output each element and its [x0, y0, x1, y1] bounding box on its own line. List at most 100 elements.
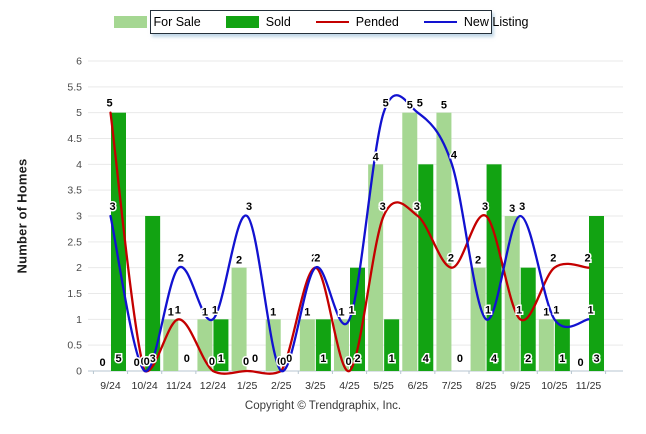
label-for-sale: 0 [134, 357, 140, 369]
label-sold: 0 [252, 353, 258, 365]
bar-for-sale [436, 112, 452, 371]
chart-legend: For Sale Sold Pended New Listing [113, 10, 529, 34]
label-sold: 1 [389, 353, 395, 365]
bar-sold [520, 267, 536, 371]
x-tick-label: 9/25 [510, 380, 531, 392]
y-tick-label: 3 [76, 210, 82, 222]
bar-for-sale [538, 319, 554, 371]
label-sold: 2 [525, 353, 531, 365]
x-tick-label: 3/25 [305, 380, 326, 392]
label-pended: 1 [175, 304, 181, 316]
new-listing-line [109, 94, 590, 373]
x-tick-label: 11/25 [576, 380, 602, 392]
label-new-listing: 5 [383, 98, 389, 110]
bar-sold [554, 319, 570, 371]
label-for-sale: 3 [509, 203, 515, 215]
y-tick-label: 3.5 [67, 185, 82, 197]
new-listing-line-swatch [423, 20, 457, 24]
legend-label: New Listing [463, 15, 529, 29]
copyright-text: Copyright © Trendgraphix, Inc. [244, 400, 402, 412]
label-new-listing: 3 [246, 201, 252, 213]
x-tick-label: 1/25 [237, 380, 258, 392]
y-tick-label: 4 [76, 159, 82, 171]
y-tick-label: 2 [76, 262, 82, 274]
label-pended: 3 [482, 201, 488, 213]
label-new-listing: 2 [314, 253, 320, 265]
y-tick-label: 5 [76, 107, 82, 119]
label-for-sale: 5 [407, 100, 413, 112]
label-for-sale: 1 [304, 306, 310, 318]
label-sold: 1 [320, 353, 326, 365]
label-for-sale: 4 [373, 151, 380, 163]
label-pended: 0 [277, 356, 283, 368]
y-tick-label: 0.5 [67, 340, 82, 352]
bar-for-sale [231, 267, 247, 371]
label-pended: 2 [448, 253, 454, 265]
x-tick-label: 6/25 [408, 380, 429, 392]
bar-for-sale [334, 319, 350, 371]
bar-for-sale [368, 164, 384, 371]
for-sale-swatch [113, 16, 147, 28]
label-for-sale: 1 [168, 306, 174, 318]
label-new-listing: 1 [553, 304, 559, 316]
y-tick-label: 6 [76, 55, 82, 67]
bar-sold [418, 164, 434, 371]
legend-label: Pended [355, 15, 399, 29]
label-sold: 0 [457, 353, 463, 365]
label-new-listing: 3 [109, 201, 115, 213]
y-tick-label: 1.5 [67, 288, 82, 300]
label-pended: 5 [106, 98, 112, 110]
label-pended: 2 [550, 253, 556, 265]
y-tick-label: 2.5 [67, 236, 82, 248]
legend-item-new-listing: New Listing [423, 15, 529, 29]
bar-sold [384, 319, 400, 371]
label-pended: 2 [311, 253, 317, 265]
label-sold: 1 [218, 353, 224, 365]
y-tick-label: 1 [76, 314, 82, 326]
label-new-listing: 0 [280, 356, 286, 368]
legend-item-for-sale: For Sale [113, 15, 201, 29]
x-tick-label: 9/24 [100, 380, 121, 392]
label-sold: 3 [150, 353, 156, 365]
legend-label: Sold [265, 15, 291, 29]
label-for-sale: 1 [543, 306, 549, 318]
bar-for-sale [470, 267, 486, 371]
legend-item-pended: Pended [315, 15, 399, 29]
label-new-listing: 0 [144, 356, 150, 368]
bar-sold [589, 215, 605, 371]
label-pended: 0 [345, 356, 351, 368]
label-new-listing: 4 [451, 149, 458, 161]
label-for-sale: 1 [202, 306, 208, 318]
bar-sold [486, 164, 502, 371]
bar-sold [111, 112, 126, 371]
label-sold: 4 [491, 353, 498, 365]
label-sold: 5 [115, 353, 121, 365]
bar-for-sale [197, 319, 213, 371]
y-tick-label: 5.5 [67, 81, 82, 93]
pended-line [109, 111, 590, 375]
label-sold: 3 [593, 353, 599, 365]
label-new-listing: 5 [417, 98, 423, 110]
y-axis-title: Number of Homes [14, 158, 30, 274]
label-pended: 3 [414, 201, 420, 213]
label-new-listing: 2 [178, 253, 184, 265]
label-sold: 4 [423, 353, 430, 365]
bar-for-sale [504, 215, 520, 371]
sold-swatch [225, 16, 259, 28]
bar-for-sale [402, 112, 418, 371]
label-for-sale: 5 [441, 100, 447, 112]
label-for-sale: 2 [236, 255, 242, 267]
x-tick-label: 11/24 [166, 380, 192, 392]
label-pended: 0 [141, 356, 147, 368]
label-new-listing: 1 [212, 304, 218, 316]
bar-sold [213, 319, 229, 371]
label-for-sale: 1 [270, 306, 276, 318]
x-tick-label: 7/25 [442, 380, 463, 392]
legend-item-sold: Sold [225, 15, 291, 29]
label-sold: 1 [559, 353, 565, 365]
label-sold: 0 [184, 353, 190, 365]
label-sold: 2 [354, 353, 360, 365]
bar-sold [315, 319, 331, 371]
x-tick-label: 10/25 [541, 380, 567, 392]
